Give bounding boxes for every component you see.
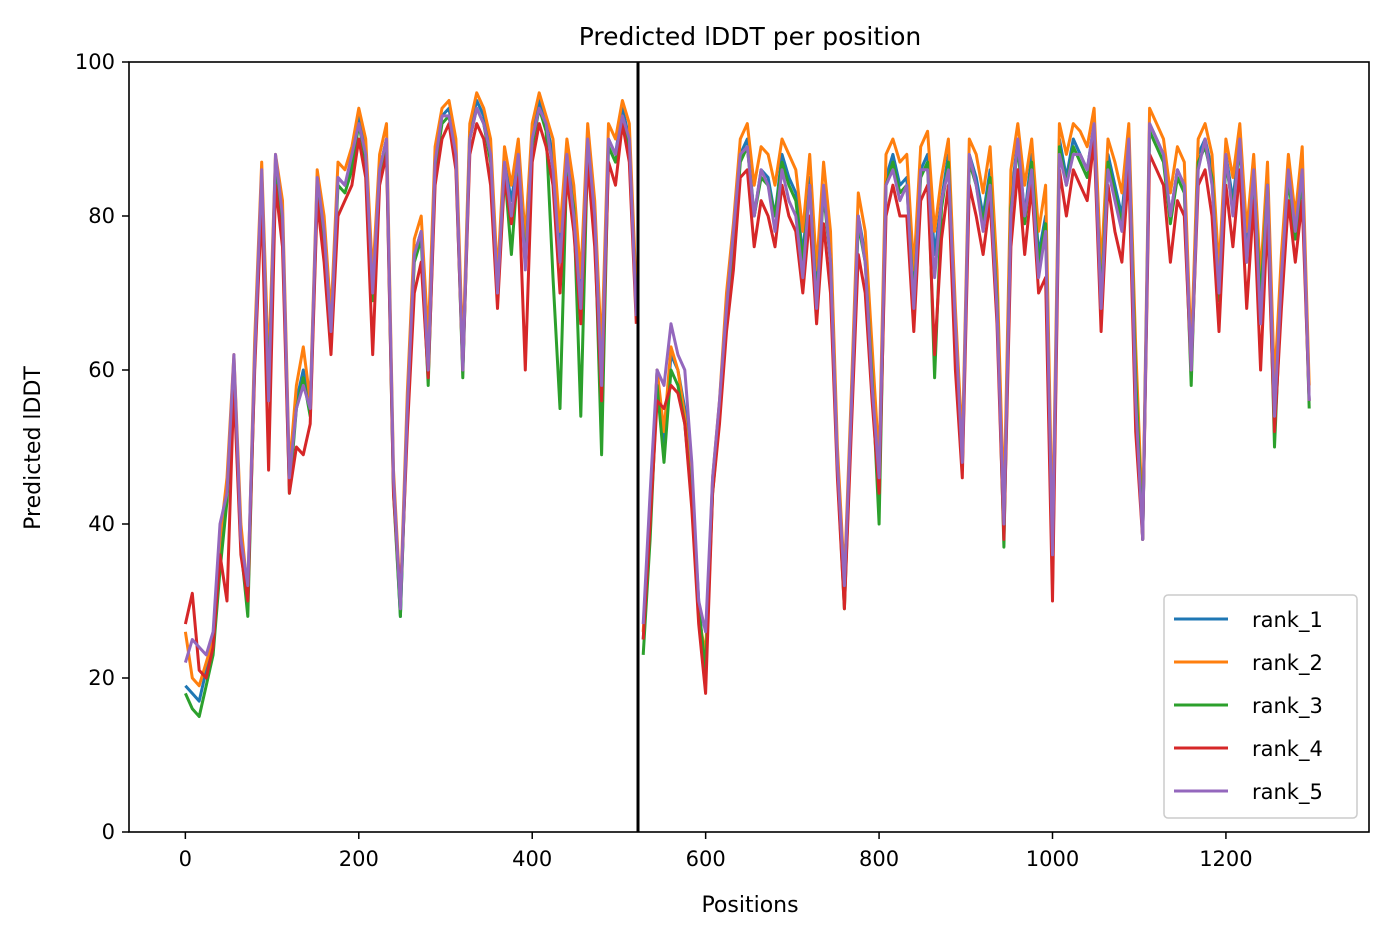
y-tick-label: 80: [88, 204, 115, 228]
legend: rank_1 rank_2 rank_3 rank_4 rank_5: [1163, 594, 1358, 819]
series-line-rank_5: [183, 106, 1311, 664]
y-tick-label: 40: [88, 512, 115, 536]
y-axis-label: Predicted lDDT: [21, 366, 46, 530]
legend-label-rank_5: rank_5: [1252, 780, 1323, 805]
legend-label-rank_2: rank_2: [1252, 651, 1323, 676]
chart-title: Predicted lDDT per position: [579, 22, 921, 51]
legend-label-rank_4: rank_4: [1252, 737, 1323, 762]
y-tick-label: 20: [88, 666, 115, 690]
legend-label-rank_3: rank_3: [1252, 694, 1323, 719]
y-tick-label: 100: [75, 50, 115, 74]
legend-box: [1163, 594, 1358, 819]
x-tick-label: 200: [339, 847, 379, 871]
y-tick-label: 0: [102, 820, 115, 844]
y-axis-ticks: 0 20 40 60 80 100: [75, 50, 129, 844]
series-layer: [183, 91, 1311, 718]
x-tick-label: 800: [859, 847, 899, 871]
x-tick-label: 1000: [1026, 847, 1079, 871]
plot-area-frame: [128, 61, 1370, 833]
x-tick-label: 1200: [1199, 847, 1252, 871]
legend-label-rank_1: rank_1: [1252, 608, 1323, 633]
x-tick-label: 600: [686, 847, 726, 871]
x-tick-label: 0: [179, 847, 192, 871]
y-tick-label: 60: [88, 358, 115, 382]
x-axis-label: Positions: [701, 893, 798, 918]
x-axis-ticks: 0 200 400 600 800 1000 1200: [179, 832, 1253, 871]
x-tick-label: 400: [512, 847, 552, 871]
